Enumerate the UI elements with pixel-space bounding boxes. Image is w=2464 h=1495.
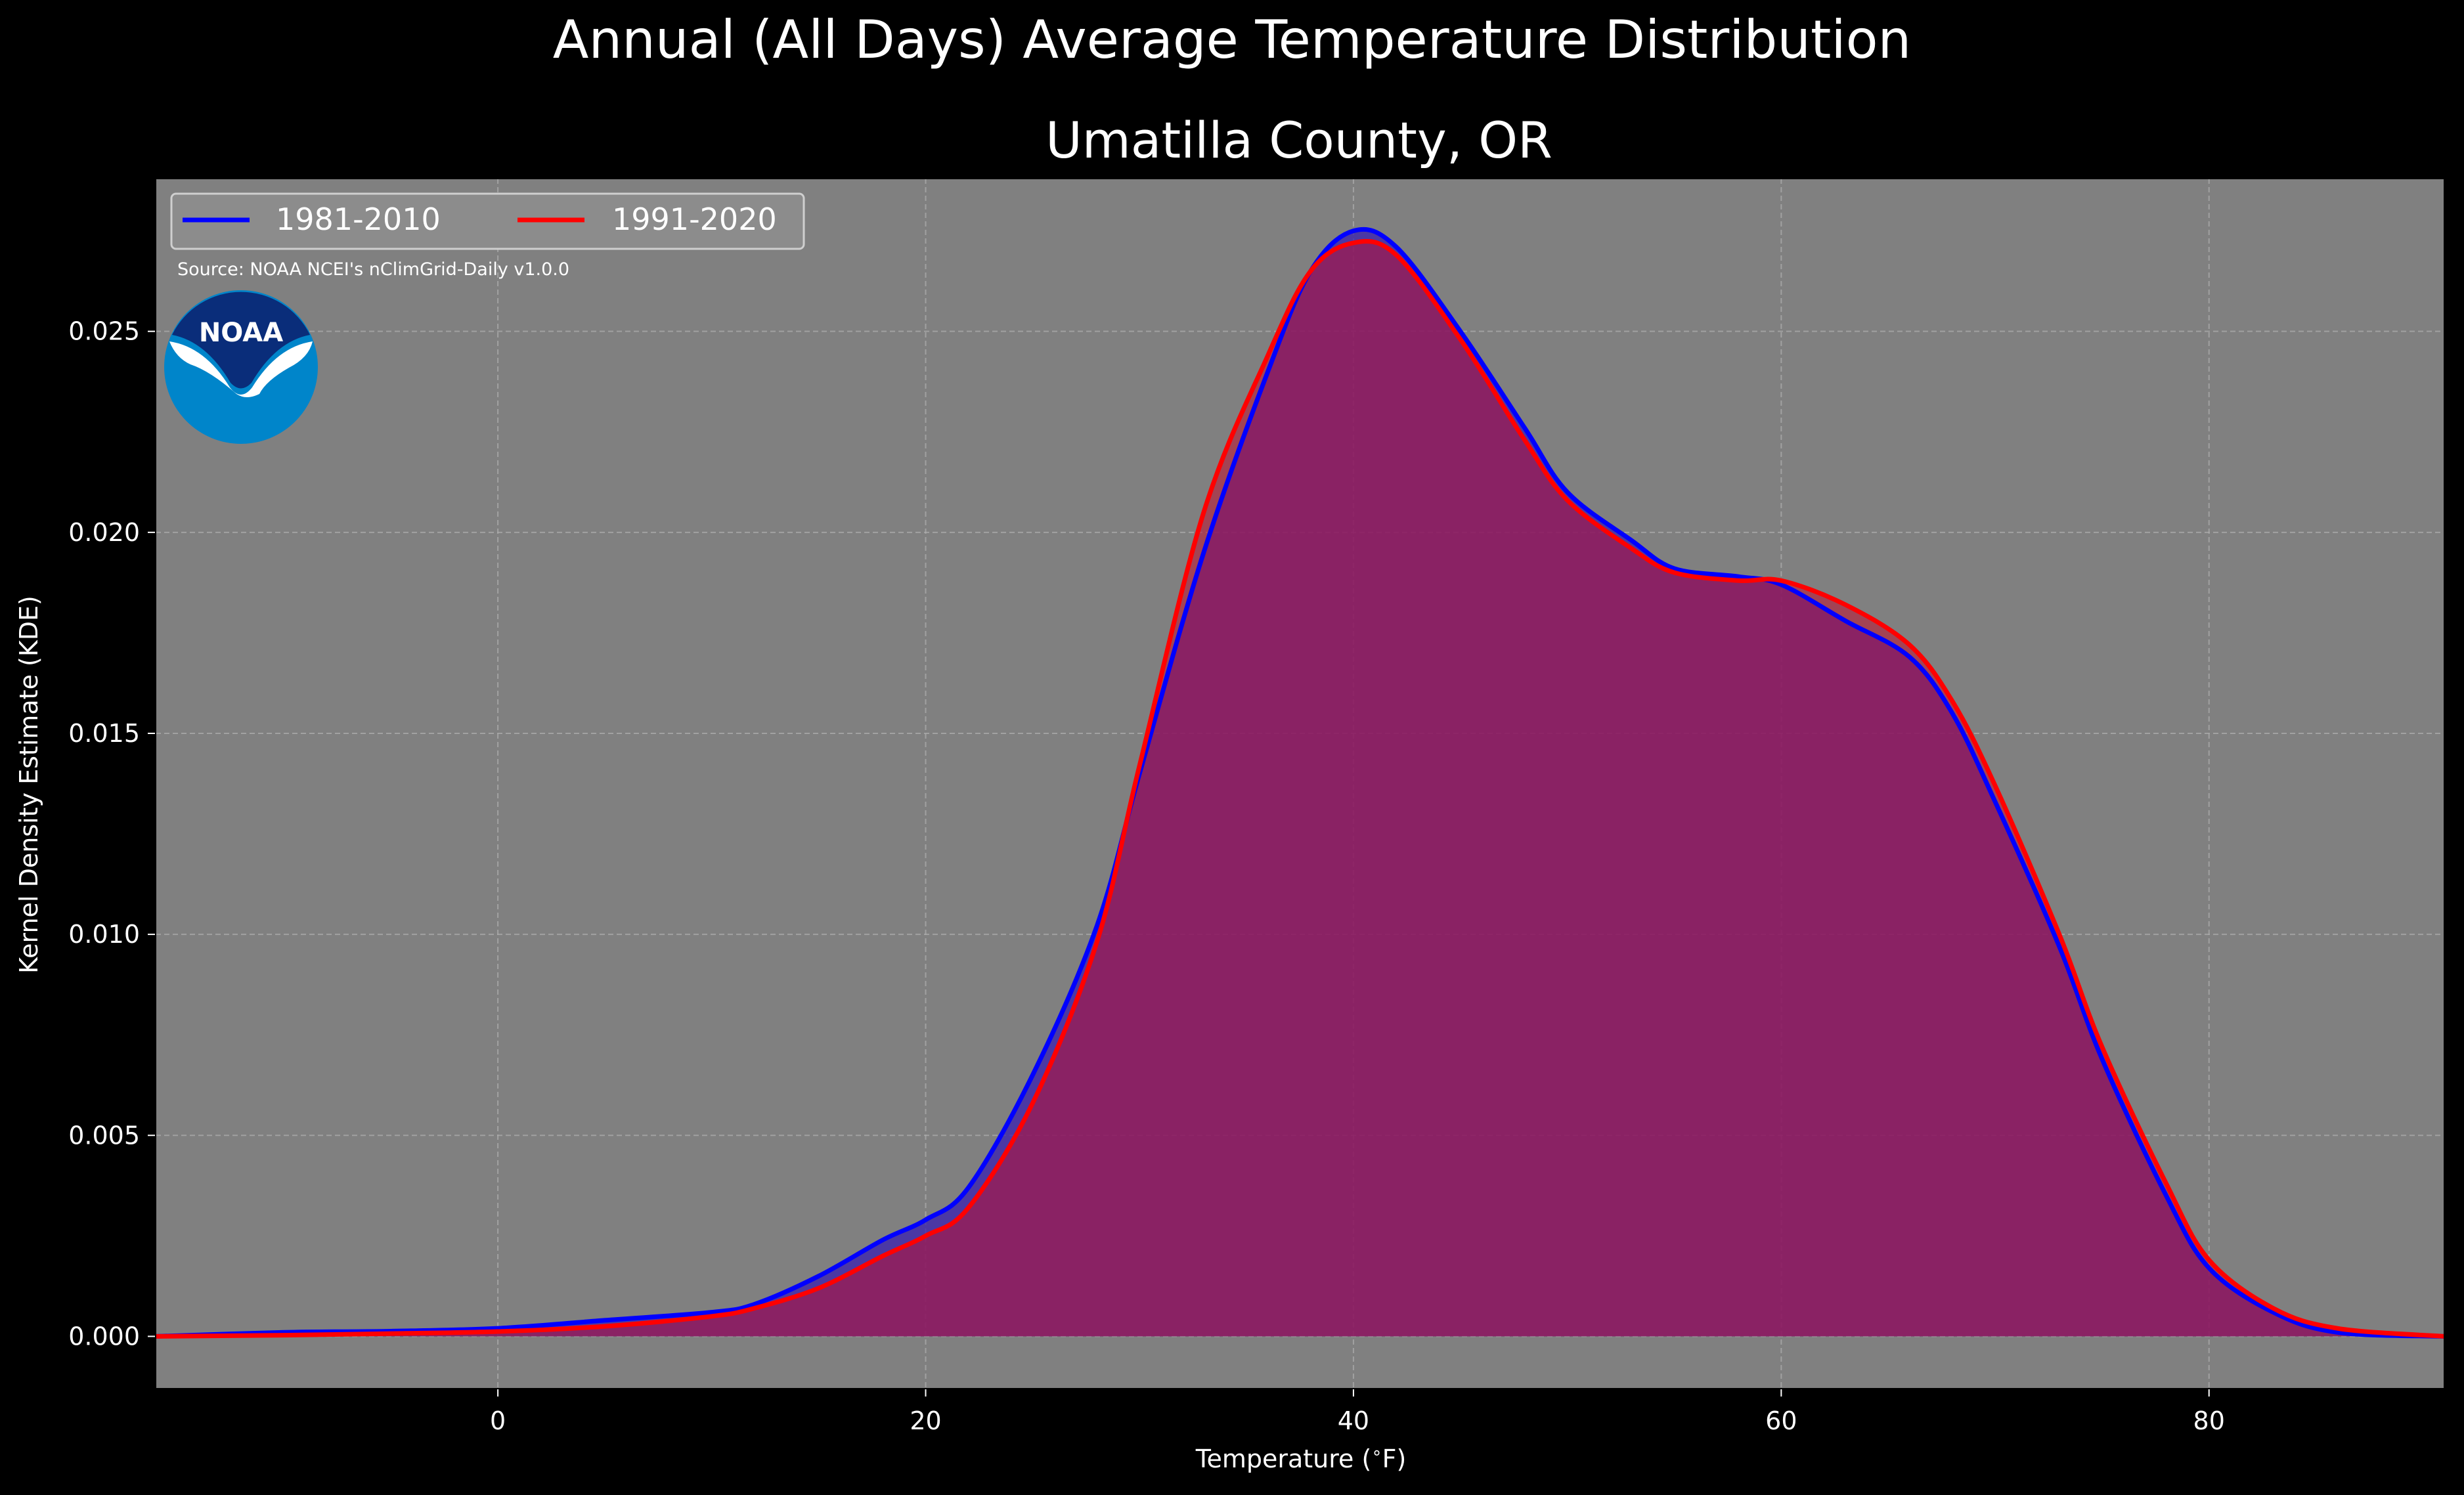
noaa-logo-sky [172,292,310,389]
legend-label-1981-2010: 1981-2010 [276,202,441,237]
series-line-1991-2020 [155,238,2445,1339]
x-tick-label: 60 [1765,1406,1797,1435]
x-axis-label-text: Temperature ( [1195,1444,1372,1473]
y-tick-label: 0.010 [68,920,140,949]
y-tick-label: 0.000 [68,1322,140,1351]
figure-suptitle: Annual (All Days) Average Temperature Di… [553,9,1911,70]
x-tick-label: 40 [1338,1406,1369,1435]
y-tick-label: 0.025 [68,317,140,346]
legend-frame [170,192,805,250]
plot-frame [155,178,2445,1389]
series-line-1981-2010 [155,227,2445,1339]
legend: 1981-2010 1991-2020 [170,192,805,250]
y-tick-label: 0.015 [68,719,140,748]
x-tick-label: 20 [910,1406,941,1435]
chart-title: Umatilla County, OR [1045,111,1552,169]
legend-label-1991-2020: 1991-2020 [612,202,777,237]
x-axis-label: Temperature (∘F) [1195,1443,1407,1473]
y-axis-label: Kernel Density Estimate (KDE) [14,596,43,974]
y-tick-label: 0.020 [68,518,140,547]
x-tick-label: 0 [490,1406,506,1435]
noaa-logo-gull-icon [169,341,313,397]
series-fill-1991-2020 [156,241,2444,1337]
plot-area: 0 20 40 60 80 0.000 0.005 0.010 0.015 0.020 0.025 [68,178,2445,1435]
x-tick-label: 80 [2193,1406,2225,1435]
noaa-logo-text: NOAA [199,318,283,348]
noaa-logo: NOAA [164,290,318,444]
source-note: Source: NOAA NCEI's nClimGrid-Daily v1.0… [177,259,569,280]
y-tick-label: 0.005 [68,1121,140,1150]
